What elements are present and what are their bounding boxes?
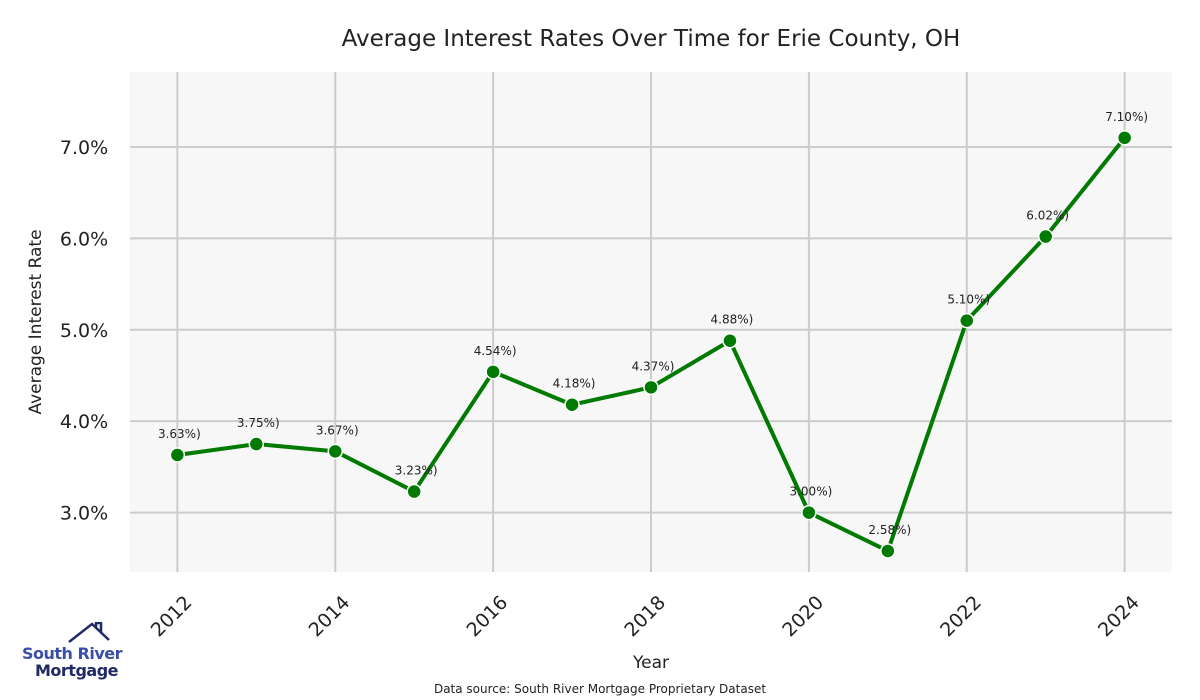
data-label: 6.02%) — [1026, 209, 1069, 223]
y-tick-label: 4.0% — [60, 411, 108, 433]
data-point — [406, 483, 422, 500]
data-label: 3.75%) — [237, 416, 280, 430]
x-tick-label: 2012 — [147, 592, 197, 642]
y-axis-label: Average Interest Rate — [26, 229, 46, 414]
data-point — [643, 379, 659, 396]
data-point — [564, 396, 580, 413]
x-tick-label: 2024 — [1094, 592, 1144, 642]
x-axis-label: Year — [632, 653, 669, 673]
data-point — [1116, 130, 1133, 146]
y-tick-label: 3.0% — [60, 503, 108, 525]
data-point — [722, 332, 738, 349]
x-tick-label: 2020 — [778, 592, 828, 642]
data-label: 4.54%) — [474, 344, 517, 358]
x-tick-label: 2018 — [620, 592, 670, 642]
data-point — [169, 447, 186, 463]
south-river-mortgage-logo: South River Mortgage — [22, 622, 123, 682]
data-label: 3.00%) — [789, 485, 832, 499]
data-label: 2.58%) — [868, 523, 911, 537]
data-label: 7.10%) — [1105, 110, 1148, 124]
data-point — [880, 543, 896, 559]
y-tick-label: 5.0% — [60, 320, 108, 342]
data-point — [959, 312, 975, 329]
logo-line-2: Mortgage — [35, 661, 119, 680]
data-point — [801, 504, 817, 521]
logo-line-1: South River — [22, 644, 123, 663]
data-label: 4.18%) — [553, 377, 596, 391]
x-tick-label: 2016 — [463, 592, 513, 642]
house-roof-icon — [68, 622, 110, 643]
data-label: 3.67%) — [316, 423, 359, 437]
data-source-note: Data source: South River Mortgage Propri… — [434, 682, 766, 696]
data-label: 4.88%) — [711, 313, 754, 327]
y-tick-label: 6.0% — [60, 228, 108, 250]
y-tick-label: 7.0% — [60, 137, 108, 159]
x-tick-label: 2022 — [936, 592, 986, 642]
data-point — [485, 364, 501, 380]
data-point — [248, 436, 265, 452]
data-point — [1037, 228, 1054, 245]
data-label: 3.63%) — [158, 427, 201, 441]
data-label: 3.23%) — [395, 464, 438, 478]
data-point — [327, 443, 343, 460]
data-label: 5.10%) — [947, 293, 990, 307]
chart-title: Average Interest Rates Over Time for Eri… — [342, 26, 961, 52]
data-label: 4.37%) — [632, 359, 675, 373]
x-tick-label: 2014 — [305, 592, 355, 642]
